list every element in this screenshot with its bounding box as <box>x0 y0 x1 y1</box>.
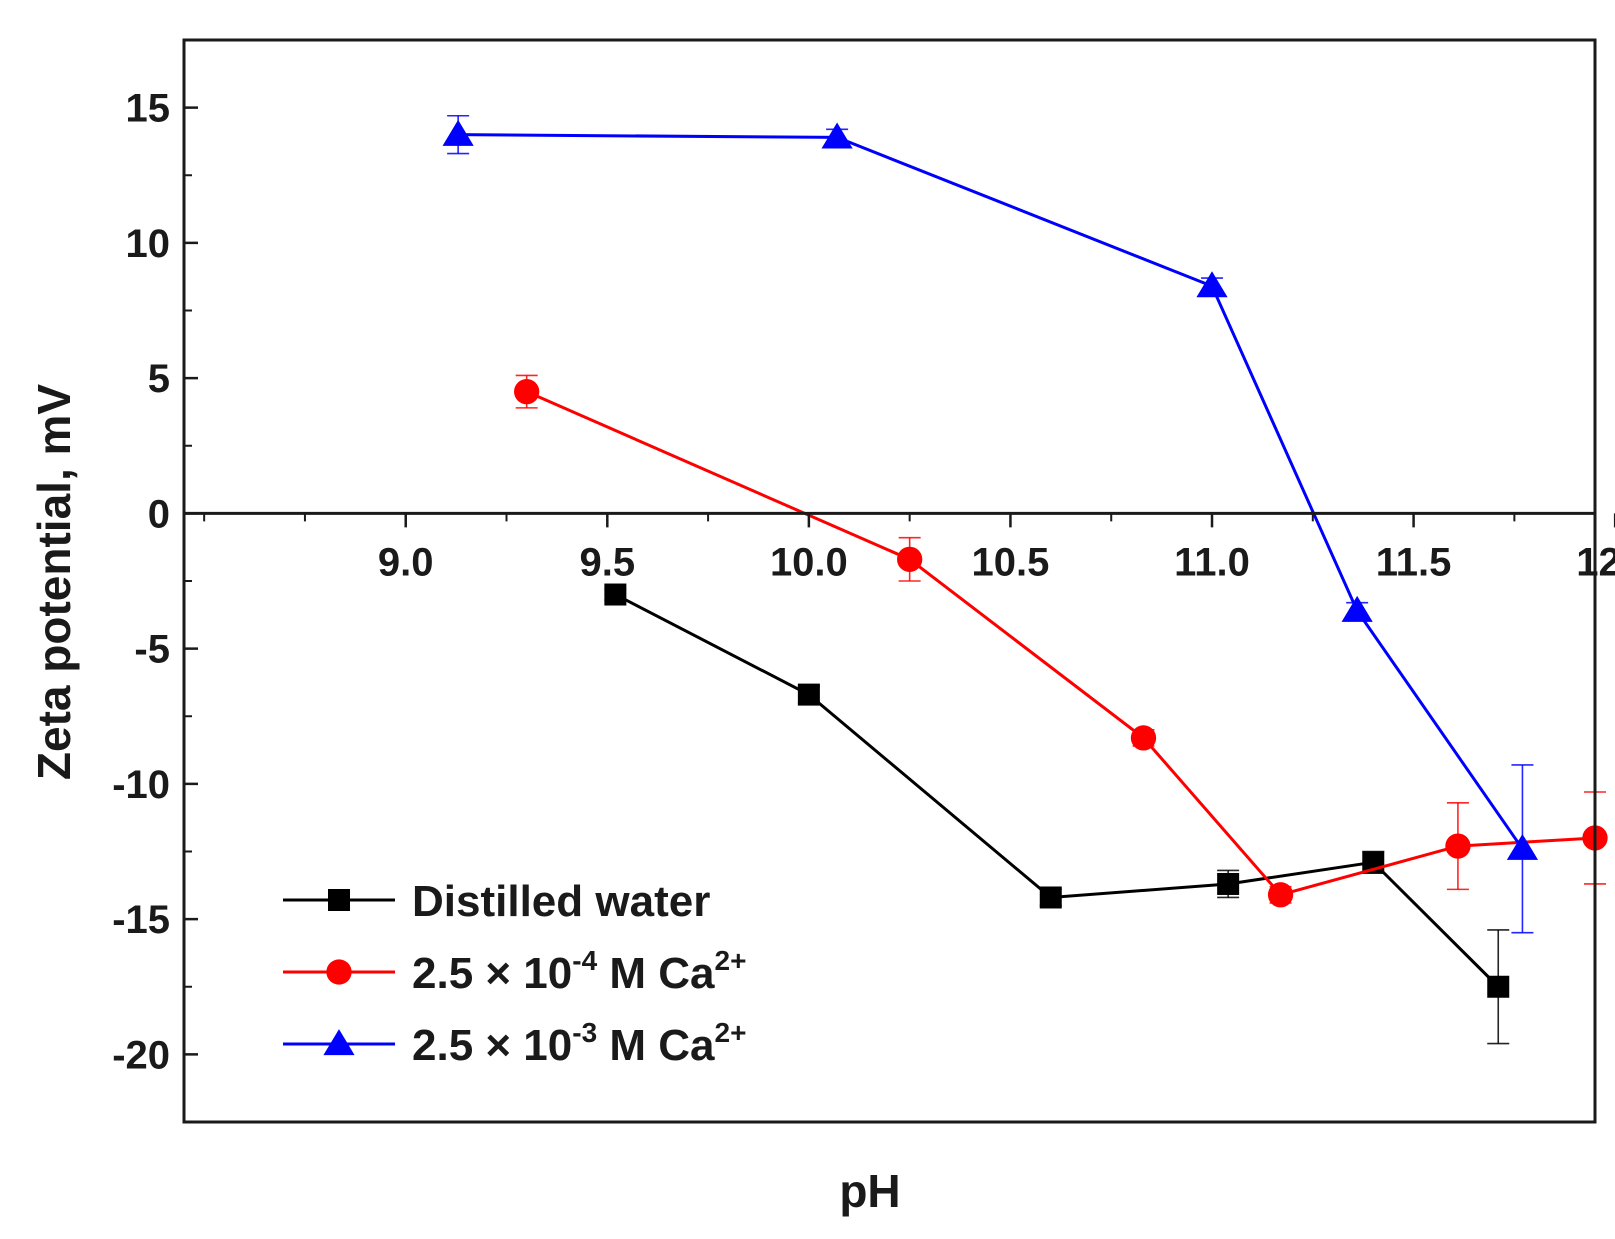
x-axis-title: pH <box>839 1165 900 1217</box>
y-axis-title: Zeta potential, mV <box>28 384 80 780</box>
y-tick-label: -20 <box>112 1033 170 1077</box>
legend-marker <box>326 959 352 985</box>
data-point <box>1341 595 1373 622</box>
y-tick-label: -15 <box>112 898 170 942</box>
x-tick-label: 9.5 <box>579 540 635 584</box>
legend-item-1: 2.5 × 10-4 M Ca2+ <box>283 945 746 998</box>
data-point <box>1445 833 1471 859</box>
data-point <box>514 379 540 405</box>
y-tick-label: 5 <box>148 357 170 401</box>
legend-label: 2.5 × 10-4 M Ca2+ <box>412 945 746 998</box>
legend-marker <box>323 1029 355 1056</box>
x-tick-label: 10.5 <box>972 540 1050 584</box>
data-point <box>1130 725 1157 751</box>
legend: Distilled water 2.5 × 10-4 M Ca2+ 2.5 × 10… <box>283 877 746 1070</box>
series-line <box>614 593 1500 988</box>
plot-frame <box>182 38 1597 1124</box>
series-2 <box>442 114 1539 934</box>
y-tick-label: -5 <box>134 628 170 672</box>
x-tick-label: 9.0 <box>378 540 434 584</box>
series-0 <box>604 583 1510 1045</box>
y-tick-label: 10 <box>126 222 171 266</box>
x-tick-label: 10.0 <box>770 540 848 584</box>
series-line <box>526 390 1596 897</box>
y-tick-label: -10 <box>112 763 170 807</box>
legend-item-0: Distilled water <box>283 877 710 926</box>
data-point <box>797 683 820 706</box>
legend-marker <box>328 889 350 911</box>
data-point <box>604 583 627 606</box>
legend-label: 2.5 × 10-3 M Ca2+ <box>412 1017 746 1070</box>
x-tick-label: 11.0 <box>1174 540 1250 584</box>
data-point <box>821 122 853 149</box>
data-point <box>1487 975 1510 998</box>
data-point <box>1196 271 1228 298</box>
axis-layer: 9.09.510.010.511.011.512.0151050-5-10-15… <box>112 39 1615 1123</box>
data-point <box>1267 882 1294 908</box>
x-tick-label: 11.5 <box>1376 540 1452 584</box>
legend-item-2: 2.5 × 10-3 M Ca2+ <box>283 1017 746 1070</box>
legend-label: Distilled water <box>412 877 710 926</box>
data-point <box>1217 872 1240 895</box>
data-point <box>1039 886 1062 909</box>
data-point <box>442 119 474 146</box>
y-tick-label: 0 <box>148 492 170 536</box>
data-point <box>897 546 923 573</box>
y-tick-label: 15 <box>126 87 171 131</box>
series-layer <box>442 114 1608 1045</box>
data-point <box>1506 833 1539 860</box>
